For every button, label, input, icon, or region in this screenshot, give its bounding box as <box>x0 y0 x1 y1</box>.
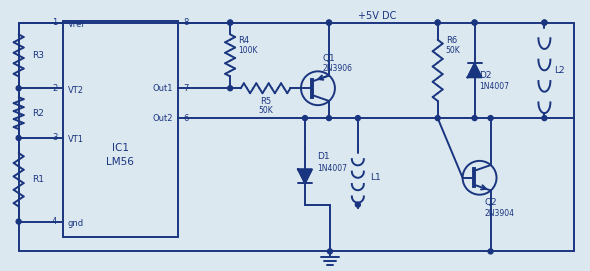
Circle shape <box>16 219 21 224</box>
Circle shape <box>326 116 332 121</box>
Text: D2: D2 <box>480 71 492 80</box>
Text: gnd: gnd <box>67 219 84 228</box>
Text: Out2: Out2 <box>153 114 173 122</box>
Circle shape <box>355 116 360 121</box>
Text: 6: 6 <box>183 114 189 122</box>
Text: Out1: Out1 <box>153 84 173 93</box>
Circle shape <box>542 20 547 25</box>
Circle shape <box>355 202 360 207</box>
Text: +5V DC: +5V DC <box>358 11 396 21</box>
Text: 3: 3 <box>52 134 57 143</box>
Text: 8: 8 <box>183 18 189 27</box>
Circle shape <box>542 20 547 25</box>
Text: 100K: 100K <box>238 46 258 55</box>
Text: R3: R3 <box>32 51 45 60</box>
Circle shape <box>16 86 21 91</box>
Circle shape <box>228 86 232 91</box>
Text: 1: 1 <box>52 18 57 27</box>
Text: Vref: Vref <box>67 20 85 29</box>
Circle shape <box>16 136 21 140</box>
Text: D1: D1 <box>317 152 330 162</box>
Text: 2N3904: 2N3904 <box>484 209 514 218</box>
Text: 7: 7 <box>183 84 189 93</box>
Circle shape <box>472 20 477 25</box>
Text: R5: R5 <box>260 97 271 106</box>
Text: Q1: Q1 <box>323 54 336 63</box>
Text: 1N4007: 1N4007 <box>317 164 347 173</box>
Circle shape <box>327 249 332 254</box>
Polygon shape <box>468 63 481 77</box>
Text: L1: L1 <box>370 173 381 182</box>
Text: R6: R6 <box>445 36 457 45</box>
Text: R2: R2 <box>32 109 44 118</box>
Text: R1: R1 <box>32 175 45 184</box>
Text: 1N4007: 1N4007 <box>480 82 510 91</box>
Circle shape <box>435 20 440 25</box>
Polygon shape <box>298 169 312 183</box>
Circle shape <box>228 20 232 25</box>
Circle shape <box>326 20 332 25</box>
Text: R4: R4 <box>238 36 249 45</box>
Text: VT2: VT2 <box>67 86 84 95</box>
Text: 4: 4 <box>52 217 57 226</box>
Circle shape <box>472 116 477 121</box>
Text: 2: 2 <box>52 84 57 93</box>
Text: L2: L2 <box>555 66 565 75</box>
Circle shape <box>472 20 477 25</box>
Circle shape <box>542 116 547 121</box>
Text: 50K: 50K <box>258 106 273 115</box>
Text: VT1: VT1 <box>67 136 84 144</box>
Text: IC1: IC1 <box>112 143 129 153</box>
Circle shape <box>228 20 232 25</box>
Circle shape <box>303 116 307 121</box>
Text: Q2: Q2 <box>484 198 497 207</box>
Circle shape <box>488 249 493 254</box>
Circle shape <box>435 116 440 121</box>
Text: 50K: 50K <box>445 46 460 55</box>
Circle shape <box>488 116 493 121</box>
Circle shape <box>435 20 440 25</box>
Text: 2N3906: 2N3906 <box>323 64 353 73</box>
Text: LM56: LM56 <box>106 157 135 167</box>
Circle shape <box>326 20 332 25</box>
Bar <box>63 21 178 237</box>
